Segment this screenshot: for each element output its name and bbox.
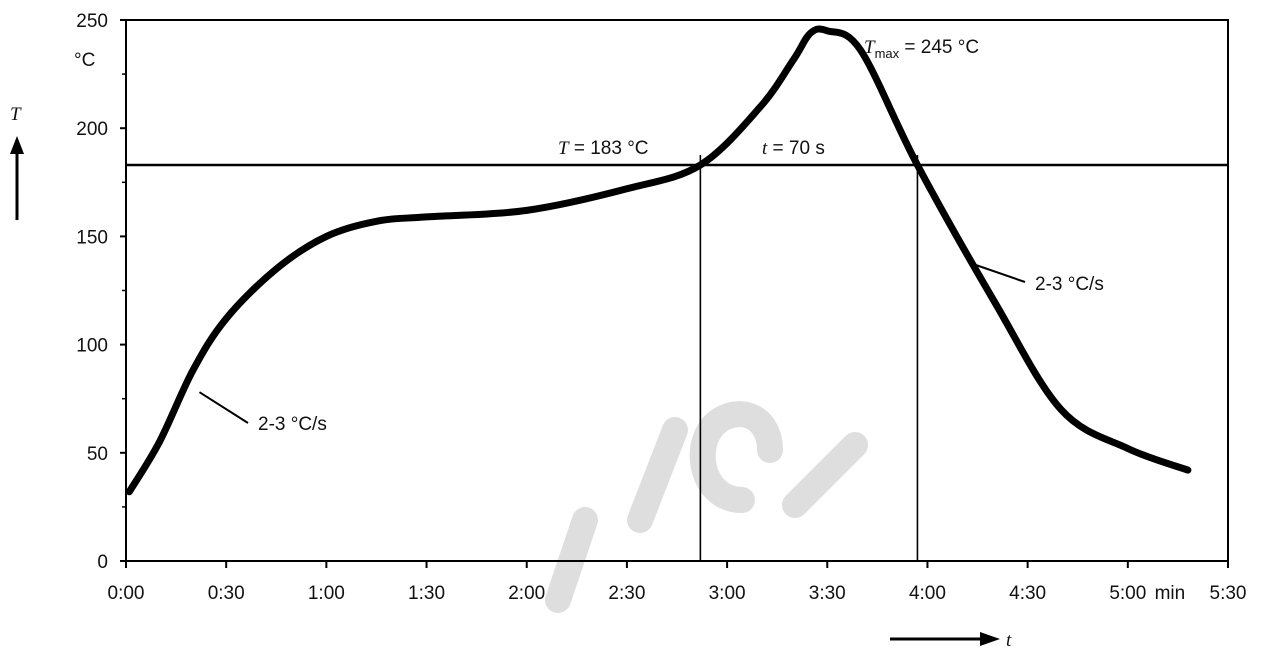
x-tick-label: 3:00 (709, 583, 746, 604)
watermark (545, 401, 868, 613)
annotation-symbol: T (864, 37, 876, 58)
x-unit-label: min (1155, 583, 1186, 604)
x-tick-label: 3:30 (809, 583, 846, 604)
y-tick-label: 0 (97, 552, 108, 573)
annotation-tmax: Tmax = 245 °C (864, 37, 979, 61)
annotation-subscript: max (875, 46, 900, 61)
y-axis-arrow-head (10, 136, 24, 154)
x-tick-label: 2:00 (508, 583, 545, 604)
annotation-t70: t = 70 s (762, 138, 825, 159)
annotation-rate-cooling: 2-3 °C/s (1035, 274, 1104, 295)
x-tick-label: 0:00 (108, 583, 145, 604)
x-tick-label: 1:00 (308, 583, 345, 604)
y-tick-label: 150 (76, 227, 108, 248)
y-unit-label: °C (74, 50, 95, 71)
temperature-curve (125, 25, 1192, 496)
x-tick-label: 5:30 (1210, 583, 1247, 604)
leader-line (969, 262, 1026, 283)
y-tick-label: 50 (87, 444, 108, 465)
annotation-text: = 245 °C (899, 37, 979, 58)
x-axis-label: t (1006, 630, 1012, 651)
x-tick-label: 4:30 (1009, 583, 1046, 604)
x-tick-label: 0:30 (208, 583, 245, 604)
annotation-symbol: T (558, 138, 570, 159)
y-axis-label: T (10, 104, 22, 125)
annotation-text: = 70 s (767, 138, 825, 159)
x-tick-label: 5:00 (1109, 583, 1146, 604)
annotation-symbol: t (762, 138, 768, 159)
y-tick-label: 200 (76, 119, 108, 140)
x-tick-label: 2:30 (608, 583, 645, 604)
y-tick-label: 100 (76, 336, 108, 357)
x-tick-label: 1:30 (408, 583, 445, 604)
annotation-rate-heating: 2-3 °C/s (258, 414, 327, 435)
y-tick-label: 250 (76, 11, 108, 32)
x-tick-label: 4:00 (909, 583, 946, 604)
leader-line (198, 391, 249, 424)
annotation-t183: T = 183 °C (558, 138, 649, 159)
x-axis-arrow-head (980, 632, 1000, 646)
annotation-text: = 183 °C (569, 138, 649, 159)
